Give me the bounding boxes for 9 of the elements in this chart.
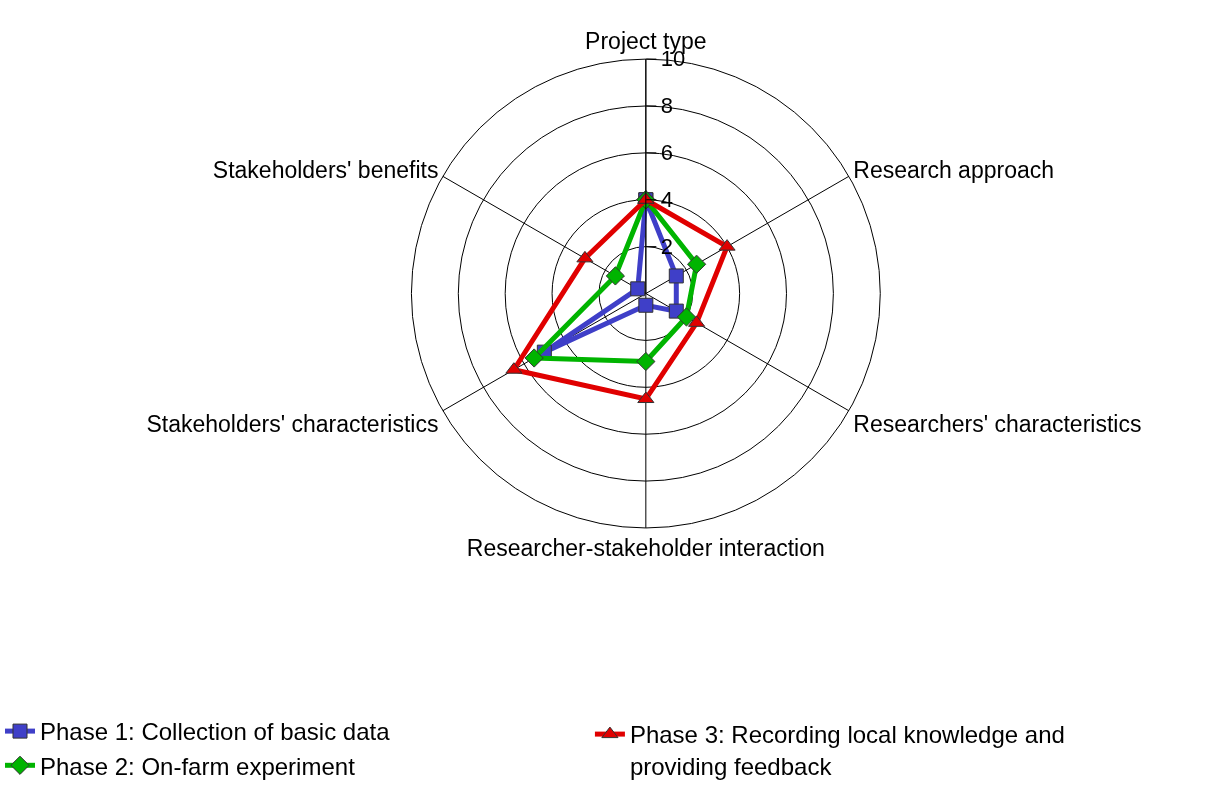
spoke-label: Stakeholders' characteristics — [146, 410, 439, 437]
y-tick-label: 2 — [660, 233, 673, 259]
spoke-label: Stakeholders' benefits — [212, 157, 439, 184]
spoke-label: Researchers' characteristics — [853, 410, 1142, 437]
spoke-label: Research approach — [853, 157, 1055, 184]
legend-label: Phase 3: Recording local knowledge and providing feedback — [629, 721, 1065, 780]
legend-label: Phase 2: On-farm experiment — [40, 752, 356, 780]
legend-label: Phase 1: Collection of basic data — [40, 718, 391, 746]
spoke-label: Researcher-stakeholder interaction — [466, 535, 825, 562]
